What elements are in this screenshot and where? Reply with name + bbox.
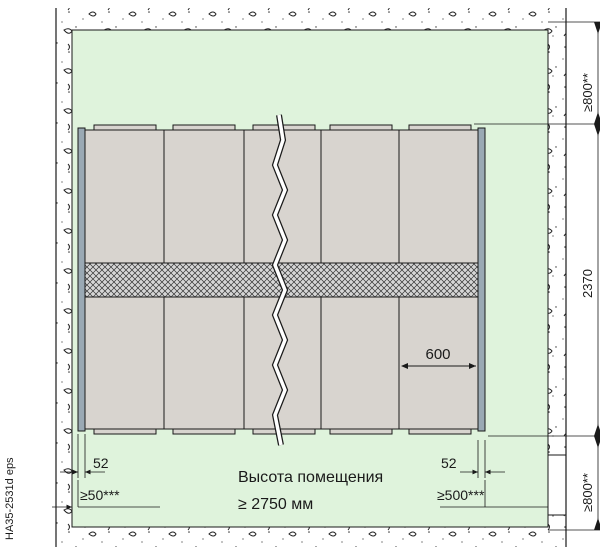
bottom-clearance-label: ≥800** [580, 473, 595, 512]
wall-left [56, 8, 72, 547]
left-side-gap-label: 52 [93, 455, 109, 471]
wall-top [56, 8, 566, 30]
wall-structure [55, 8, 567, 547]
right-gap-dimensions [440, 440, 548, 508]
vertical-dimension-chain [474, 21, 600, 531]
drawing-id-label: HA35-2531d eps [4, 457, 16, 540]
wall-right [548, 8, 566, 547]
right-side-gap-label: 52 [441, 455, 457, 471]
right-wall-clearance-label: ≥500*** [437, 487, 485, 503]
break-line [271, 114, 289, 446]
left-gap-dimensions [52, 434, 160, 512]
room-height-caption: Высота помещения [238, 469, 383, 486]
panel-height-label: 2370 [580, 269, 595, 298]
room-height-value: ≥ 2750 мм [238, 496, 313, 513]
switchgear-lineup [77, 114, 486, 446]
top-clearance-label: ≥800** [580, 73, 595, 112]
wall-bottom [56, 527, 566, 547]
side-plate-right [477, 127, 486, 432]
side-plate-left [77, 127, 86, 432]
left-wall-clearance-label: ≥50*** [80, 487, 120, 503]
wall-opening-right [547, 454, 567, 516]
panel-width-label: 600 [425, 346, 450, 363]
